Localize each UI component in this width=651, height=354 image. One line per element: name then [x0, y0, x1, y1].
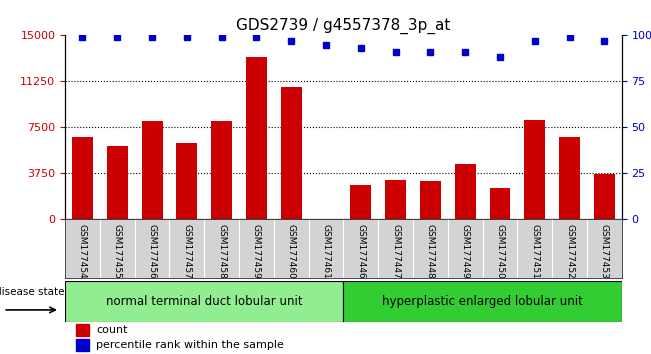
Bar: [211, 121, 232, 219]
Bar: [350, 185, 371, 219]
Text: GSM177458: GSM177458: [217, 224, 226, 279]
Bar: [281, 87, 301, 219]
Bar: [176, 143, 197, 219]
Bar: [72, 137, 93, 219]
Text: GSM177447: GSM177447: [391, 224, 400, 279]
Bar: [246, 57, 267, 219]
Text: GSM177449: GSM177449: [461, 224, 469, 279]
Bar: [142, 121, 163, 219]
Bar: [76, 324, 89, 336]
Text: normal terminal duct lobular unit: normal terminal duct lobular unit: [106, 295, 303, 308]
Bar: [76, 339, 89, 352]
Text: GSM177460: GSM177460: [286, 224, 296, 279]
Text: GSM177454: GSM177454: [78, 224, 87, 279]
Text: disease state: disease state: [0, 287, 64, 297]
Text: GSM177459: GSM177459: [252, 224, 261, 279]
Bar: [385, 180, 406, 219]
Bar: [559, 137, 580, 219]
Text: GSM177450: GSM177450: [495, 224, 505, 279]
Text: GSM177448: GSM177448: [426, 224, 435, 279]
Text: hyperplastic enlarged lobular unit: hyperplastic enlarged lobular unit: [382, 295, 583, 308]
Bar: [107, 146, 128, 219]
Text: GSM177455: GSM177455: [113, 224, 122, 279]
Bar: [65, 281, 344, 322]
Text: GSM177456: GSM177456: [148, 224, 157, 279]
Bar: [454, 164, 476, 219]
Text: GSM177461: GSM177461: [322, 224, 331, 279]
Title: GDS2739 / g4557378_3p_at: GDS2739 / g4557378_3p_at: [236, 18, 450, 34]
Bar: [490, 188, 510, 219]
Bar: [344, 281, 622, 322]
Text: GSM177451: GSM177451: [530, 224, 539, 279]
Text: GSM177457: GSM177457: [182, 224, 191, 279]
Bar: [524, 120, 545, 219]
Bar: [594, 174, 615, 219]
Text: count: count: [96, 325, 128, 336]
Text: GSM177452: GSM177452: [565, 224, 574, 279]
Text: GSM177446: GSM177446: [356, 224, 365, 279]
Bar: [420, 182, 441, 219]
Text: percentile rank within the sample: percentile rank within the sample: [96, 341, 284, 350]
Text: GSM177453: GSM177453: [600, 224, 609, 279]
